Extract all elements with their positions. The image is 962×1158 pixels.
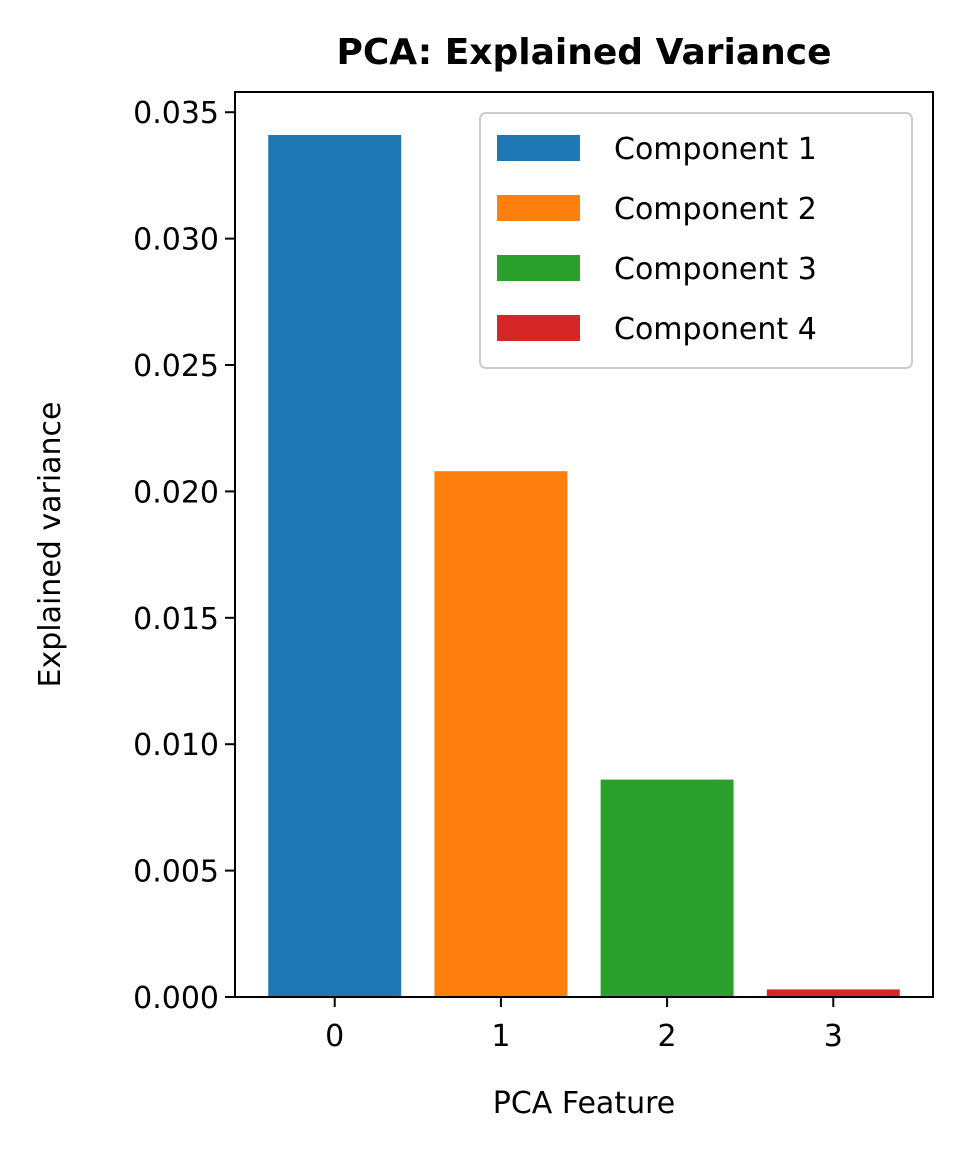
y-tick-label: 0.010 xyxy=(133,728,219,763)
legend-swatch-component-1 xyxy=(497,135,580,161)
x-tick-label: 0 xyxy=(325,1019,344,1054)
y-tick-label: 0.000 xyxy=(133,981,219,1016)
legend-box xyxy=(479,112,913,369)
y-tick-label: 0.025 xyxy=(133,349,219,384)
legend-label-component-3: Component 3 xyxy=(614,252,817,287)
legend: Component 1 Component 2 Component 3 Compone… xyxy=(479,112,913,369)
x-tick-label: 3 xyxy=(824,1019,843,1054)
legend-label-component-4: Component 4 xyxy=(614,312,817,347)
legend-swatch-component-4 xyxy=(497,315,580,341)
bars-layer xyxy=(268,134,900,997)
bar-component-1 xyxy=(268,134,402,997)
x-tick-label: 1 xyxy=(491,1019,510,1054)
x-tick-label: 2 xyxy=(658,1019,677,1054)
axes-layer: 0.000 0.005 0.010 0.015 0.020 0.025 0.030 0.035… xyxy=(133,91,934,1054)
legend-label-component-2: Component 2 xyxy=(614,192,817,227)
legend-label-component-1: Component 1 xyxy=(614,132,817,167)
plot-frame xyxy=(234,91,934,998)
y-tick-label: 0.035 xyxy=(133,96,219,131)
y-tick-label: 0.005 xyxy=(133,855,219,890)
chart-title: PCA: Explained Variance xyxy=(336,32,831,73)
legend-swatch-component-3 xyxy=(497,255,580,281)
y-tick-label: 0.030 xyxy=(133,223,219,258)
bar-component-2 xyxy=(434,471,568,997)
bar-component-3 xyxy=(600,779,734,997)
y-tick-label: 0.020 xyxy=(133,475,219,510)
y-tick-label: 0.015 xyxy=(133,602,219,637)
bar-component-4 xyxy=(766,989,900,997)
legend-swatch-component-2 xyxy=(497,195,580,221)
x-axis-title: PCA Feature xyxy=(493,1086,675,1121)
y-axis-title: Explained variance xyxy=(33,401,68,687)
